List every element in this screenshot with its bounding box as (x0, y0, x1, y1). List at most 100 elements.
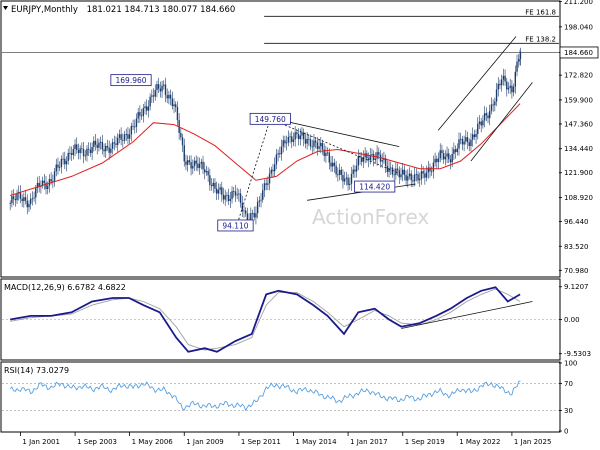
candle-body (342, 175, 344, 182)
candle-body (275, 154, 278, 165)
candle-body (495, 89, 498, 102)
candle-body (38, 182, 40, 187)
candle-body (175, 104, 177, 108)
price-axis-label: 96.440 (564, 218, 589, 226)
candle-body (198, 163, 201, 168)
candle-body (96, 144, 98, 148)
candle-body (412, 180, 414, 182)
candle-body (169, 94, 172, 99)
candle-body (202, 161, 204, 170)
candle-body (475, 133, 477, 137)
candle-body (417, 174, 419, 181)
candle-body (176, 107, 179, 121)
candle-body (135, 118, 138, 127)
candle-body (427, 167, 429, 173)
candle-body (93, 140, 95, 148)
candle-body (364, 153, 366, 158)
candle-body (400, 174, 402, 178)
candle-body (183, 145, 185, 162)
candle-body (125, 134, 127, 135)
candle-body (314, 140, 317, 143)
collapse-triangle-icon[interactable] (3, 6, 8, 10)
candle-body (186, 160, 189, 165)
macd-line (10, 286, 521, 353)
candle-body (403, 169, 406, 176)
candle-body (192, 165, 194, 169)
candle-body (357, 156, 360, 166)
candle-body (504, 75, 506, 82)
candle-body (139, 112, 141, 116)
ohlc-label: 181.021 184.713 180.077 184.660 (87, 5, 236, 15)
candle-body (258, 200, 261, 202)
candle-body (142, 108, 144, 117)
candle-body (328, 152, 331, 163)
trendline (470, 82, 533, 162)
candle-body (146, 106, 148, 111)
candle-body (149, 96, 151, 107)
price-axis-label: 83.520 (564, 243, 589, 251)
candle-body (371, 154, 373, 156)
candle-body (424, 173, 426, 178)
price-label-box (110, 74, 152, 87)
candle-body (466, 137, 469, 143)
watermark: ActionForex (312, 205, 429, 229)
candle-body (345, 177, 348, 179)
candle-body (473, 134, 476, 137)
candle-body (514, 71, 517, 87)
candle-body (456, 148, 458, 153)
candle-body (77, 149, 80, 154)
candle-body (405, 175, 407, 181)
candle-body (458, 139, 460, 149)
candle-body (432, 162, 435, 172)
candle-body (50, 179, 52, 182)
candle-body (282, 140, 284, 147)
candle-body (419, 178, 421, 181)
candle-body (320, 142, 322, 147)
price-label: 94.110 (222, 221, 248, 230)
candle-body (64, 158, 66, 165)
candle-body (101, 141, 104, 150)
price-label-box (249, 112, 291, 125)
candle-body (354, 169, 356, 172)
candle-body (509, 85, 511, 88)
candle-body (374, 158, 377, 160)
candle-body (308, 138, 310, 140)
candle-body (43, 180, 46, 183)
candle-body (173, 104, 175, 107)
moving-average-line (10, 103, 521, 196)
candle-body (415, 174, 418, 176)
candle-body (84, 155, 86, 157)
candle-body (460, 138, 462, 140)
candle-body (62, 158, 64, 160)
candle-body (52, 180, 54, 182)
candle-body (273, 164, 276, 172)
candle-body (127, 134, 129, 139)
candle-body (163, 84, 165, 86)
candle-body (244, 210, 247, 214)
candle-body (94, 140, 97, 145)
candle-body (408, 173, 411, 177)
candle-body (111, 142, 114, 149)
price-axis-label: 147.360 (564, 120, 593, 128)
trendline (270, 117, 400, 148)
candle-body (390, 167, 392, 169)
candle-body (313, 140, 315, 147)
candle-body (489, 110, 491, 119)
candle-body (332, 162, 334, 167)
rsi-panel (0, 361, 561, 433)
candle-body (117, 137, 119, 145)
candle-body (144, 106, 146, 109)
candle-body (268, 173, 271, 184)
candle-body (35, 188, 37, 198)
candle-body (477, 123, 479, 134)
candle-body (205, 171, 208, 173)
candle-body (299, 135, 301, 140)
candle-body (446, 153, 448, 157)
candle-body (430, 171, 433, 173)
candle-body (442, 153, 445, 160)
candle-body (181, 137, 184, 146)
candle-body (24, 197, 27, 201)
candle-body (263, 183, 266, 191)
candle-body (483, 113, 486, 121)
candle-body (154, 90, 156, 97)
